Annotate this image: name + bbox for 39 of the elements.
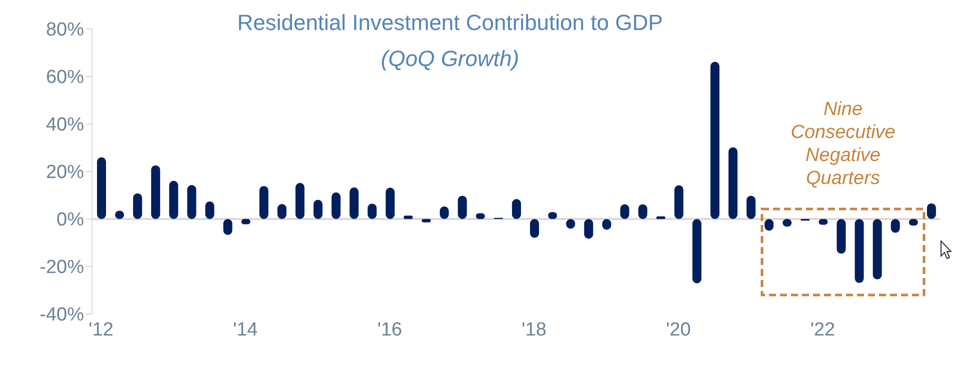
chart-title: Residential Investment Contribution to GDP	[237, 10, 663, 35]
bar	[692, 219, 702, 284]
bar	[151, 165, 160, 219]
bar	[854, 219, 864, 283]
x-tick-label: '22	[810, 319, 836, 340]
bar	[332, 192, 341, 219]
bar	[169, 180, 178, 219]
bar	[836, 219, 846, 254]
annotation: Nine Consecutive Negative Quarters	[790, 98, 896, 190]
bar	[512, 199, 521, 219]
y-tick-label: -20%	[40, 257, 84, 278]
x-tick-label: '16	[377, 319, 402, 340]
y-tick-label: 60%	[46, 67, 84, 88]
bar	[295, 182, 304, 219]
x-tick-label: '12	[88, 319, 114, 340]
y-tick-label: -40%	[40, 304, 84, 326]
bar	[259, 186, 268, 219]
bar	[133, 193, 142, 219]
bar	[710, 62, 720, 219]
y-tick-label: 0%	[56, 210, 84, 231]
bar	[422, 219, 431, 222]
bar	[656, 216, 666, 219]
y-tick-label: 80%	[46, 20, 84, 41]
bar	[458, 196, 467, 219]
bar	[404, 216, 413, 219]
bar	[97, 157, 106, 219]
bar	[872, 219, 882, 280]
y-tick-label: 40%	[46, 114, 84, 136]
bar	[746, 196, 756, 219]
bar	[350, 187, 359, 219]
bar	[386, 188, 395, 219]
x-tick-label: '18	[522, 319, 546, 340]
bar	[187, 185, 196, 219]
x-tick-label: '14	[232, 319, 258, 340]
bar	[674, 185, 684, 219]
x-tick-label: '20	[666, 319, 691, 340]
bar	[728, 147, 738, 219]
y-tick-label: 20%	[46, 162, 84, 184]
text: (QoQ Growth)	[380, 46, 520, 71]
